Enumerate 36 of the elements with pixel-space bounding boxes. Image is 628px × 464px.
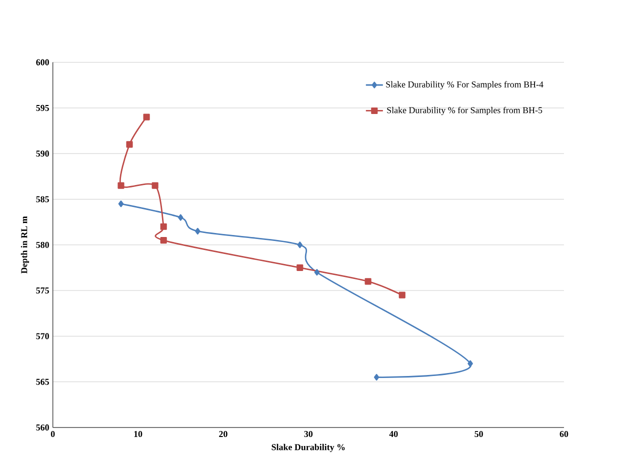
y-tick-label: 595 <box>36 104 49 111</box>
point <box>160 223 167 230</box>
y-tick-label: 580 <box>36 242 49 248</box>
point <box>118 182 124 189</box>
x-axis-title: Slake Durability % <box>272 444 345 452</box>
x-tick-label: 30 <box>304 430 313 438</box>
y-axis-title: Depth in RL m <box>20 216 30 274</box>
point <box>297 242 303 248</box>
y-tick-label: 570 <box>36 333 49 340</box>
x-tick-label: 50 <box>474 430 483 438</box>
point <box>143 114 150 120</box>
y-tick-label: 565 <box>36 378 49 385</box>
x-tick-label: 40 <box>389 430 398 438</box>
x-tick-label: 10 <box>134 430 142 438</box>
point <box>118 200 124 208</box>
x-tick-label: 0 <box>50 430 55 438</box>
y-tick-label: 560 <box>36 424 49 430</box>
point <box>195 228 200 234</box>
y-tick-label: 575 <box>36 288 49 294</box>
x-tick-label: 60 <box>560 430 568 438</box>
point <box>126 141 133 148</box>
point <box>314 268 320 276</box>
point <box>398 292 406 298</box>
y-tick-label: 585 <box>36 196 49 202</box>
point <box>178 214 184 221</box>
y-tick-label: 590 <box>36 150 49 157</box>
point <box>364 278 372 285</box>
point <box>152 182 158 189</box>
y-tick-label: 600 <box>36 59 49 66</box>
x-tick-label: 20 <box>219 430 228 438</box>
point <box>374 374 380 381</box>
point <box>296 264 304 271</box>
point <box>468 360 473 367</box>
legend-label: Slake Durability % For Samples from BH-4 <box>386 81 544 90</box>
point <box>160 237 167 244</box>
legend-label: Slake Durability % for Samples from BH-5 <box>387 106 542 116</box>
